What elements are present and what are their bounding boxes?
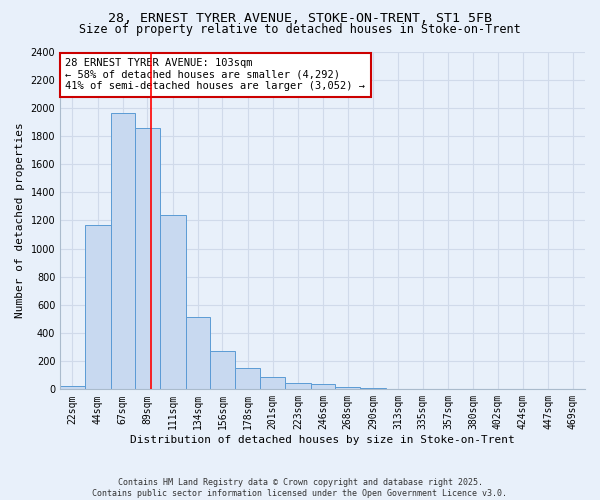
Bar	[160, 215, 185, 390]
Bar	[235, 368, 260, 390]
Text: Size of property relative to detached houses in Stoke-on-Trent: Size of property relative to detached ho…	[79, 22, 521, 36]
Bar	[135, 128, 160, 390]
Text: 28, ERNEST TYRER AVENUE, STOKE-ON-TRENT, ST1 5FB: 28, ERNEST TYRER AVENUE, STOKE-ON-TRENT,…	[108, 12, 492, 26]
Bar	[311, 384, 335, 390]
Bar	[260, 376, 285, 390]
Text: 28 ERNEST TYRER AVENUE: 103sqm
← 58% of detached houses are smaller (4,292)
41% : 28 ERNEST TYRER AVENUE: 103sqm ← 58% of …	[65, 58, 365, 92]
Bar	[185, 317, 210, 390]
Bar	[110, 114, 135, 390]
Y-axis label: Number of detached properties: Number of detached properties	[15, 122, 25, 318]
Bar	[360, 388, 386, 390]
Bar	[60, 386, 85, 390]
Bar	[85, 224, 110, 390]
Bar	[335, 387, 360, 390]
Bar	[210, 350, 235, 390]
Text: Contains HM Land Registry data © Crown copyright and database right 2025.
Contai: Contains HM Land Registry data © Crown c…	[92, 478, 508, 498]
X-axis label: Distribution of detached houses by size in Stoke-on-Trent: Distribution of detached houses by size …	[130, 435, 515, 445]
Bar	[386, 388, 410, 390]
Bar	[285, 383, 311, 390]
